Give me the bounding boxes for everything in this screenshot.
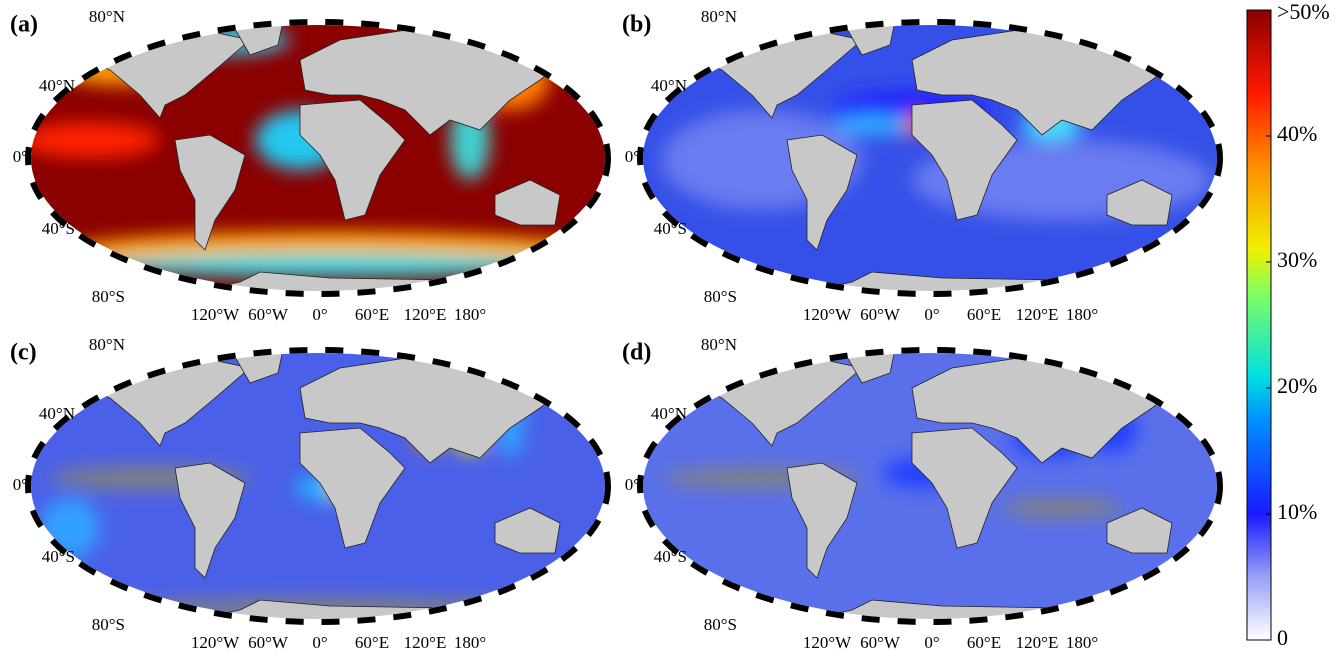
map-field [642, 24, 1218, 292]
frame-ticks [637, 19, 1223, 297]
land [494, 507, 561, 554]
lon-label: 120°W [803, 305, 852, 324]
lon-label: 60°W [860, 305, 901, 324]
field-blob [1002, 498, 1122, 518]
lon-label: 60°W [248, 633, 289, 652]
lat-label: 80°S [704, 287, 737, 306]
map-panel: (b) 80°N 40°N 0° 40°S 80°S 120°W 60°W 0° 60°E 120°… [622, 7, 1223, 324]
lat-label: 80°S [92, 287, 125, 306]
land [299, 99, 406, 221]
panel-label: (b) [622, 12, 651, 38]
lon-label: 120°E [404, 305, 447, 324]
land [911, 427, 1018, 549]
lat-label: 40°N [39, 76, 75, 95]
frame-ticks [25, 347, 611, 625]
lon-label: 120°W [191, 633, 240, 652]
lat-label: 0° [625, 475, 640, 494]
lat-label: 80°S [92, 615, 125, 634]
map-field [642, 352, 1218, 620]
land [761, 271, 1173, 292]
colorbar-tick-label: 10% [1277, 499, 1317, 524]
land [299, 427, 406, 549]
lon-label: 0° [924, 633, 939, 652]
colorbar-tick-label: 40% [1277, 121, 1317, 146]
lon-label: 120°E [1016, 305, 1059, 324]
lat-label: 40°S [42, 219, 75, 238]
map-field [30, 352, 606, 620]
panel-label: (a) [10, 12, 38, 38]
colorbar-tick-label: >50% [1277, 0, 1330, 24]
lon-label: 0° [312, 633, 327, 652]
land [1106, 507, 1173, 554]
colorbar-tick-label: 20% [1277, 373, 1317, 398]
land [841, 24, 898, 56]
lon-label: 0° [924, 305, 939, 324]
land [229, 352, 286, 384]
lon-label: 180° [1066, 633, 1098, 652]
lon-label: 180° [1066, 305, 1098, 324]
lat-label: 80°S [704, 615, 737, 634]
lon-label: 120°W [803, 633, 852, 652]
map-panel: (a) 80°N 40°N 0° 40°S 80°S 120°W 60°W 0° 60°E 120°… [10, 7, 611, 324]
lat-label: 80°N [89, 335, 125, 354]
lon-label: 60°W [248, 305, 289, 324]
map-panel: (c) 80°N 40°N 0° 40°S 80°S 120°W 60°W 0° 60°E 120°… [10, 335, 611, 652]
land [149, 599, 561, 620]
colorbar-tick-label: 0 [1277, 625, 1288, 650]
panel-label: (c) [10, 340, 37, 366]
lon-label: 120°E [404, 633, 447, 652]
land [174, 462, 246, 579]
land [786, 134, 858, 251]
lat-label: 40°S [42, 547, 75, 566]
lat-label: 0° [13, 475, 28, 494]
land [841, 352, 898, 384]
lon-label: 60°E [967, 633, 1001, 652]
lat-label: 80°N [701, 7, 737, 26]
land [1106, 179, 1173, 226]
lat-label: 0° [13, 147, 28, 166]
lat-label: 0° [625, 147, 640, 166]
lon-label: 60°E [355, 305, 389, 324]
lon-label: 0° [312, 305, 327, 324]
panel-label: (d) [622, 340, 651, 366]
lat-label: 40°N [39, 404, 75, 423]
land [786, 462, 858, 579]
land [911, 99, 1018, 221]
lon-label: 180° [454, 305, 486, 324]
field-blob [100, 253, 560, 277]
land [174, 134, 246, 251]
map-field [30, 24, 606, 292]
land [149, 271, 561, 292]
land [494, 179, 561, 226]
frame-ticks [25, 19, 611, 297]
lat-label: 40°N [651, 76, 687, 95]
colorbar-tick-label: 30% [1277, 247, 1317, 272]
field-blob [30, 122, 160, 158]
lat-label: 40°S [654, 219, 687, 238]
land [761, 599, 1173, 620]
land [229, 24, 286, 56]
frame-ticks [637, 347, 1223, 625]
map-panel: (d) 80°N 40°N 0° 40°S 80°S 120°W 60°W 0° 60°E 120°… [622, 335, 1223, 652]
lat-label: 80°N [701, 335, 737, 354]
lon-label: 60°E [355, 633, 389, 652]
lat-label: 40°N [651, 404, 687, 423]
lat-label: 80°N [89, 7, 125, 26]
lon-label: 120°E [1016, 633, 1059, 652]
lon-label: 60°W [860, 633, 901, 652]
lon-label: 60°E [967, 305, 1001, 324]
lon-label: 180° [454, 633, 486, 652]
colorbar [1246, 9, 1272, 641]
lat-label: 40°S [654, 547, 687, 566]
field-blob [832, 115, 912, 135]
lon-label: 120°W [191, 305, 240, 324]
